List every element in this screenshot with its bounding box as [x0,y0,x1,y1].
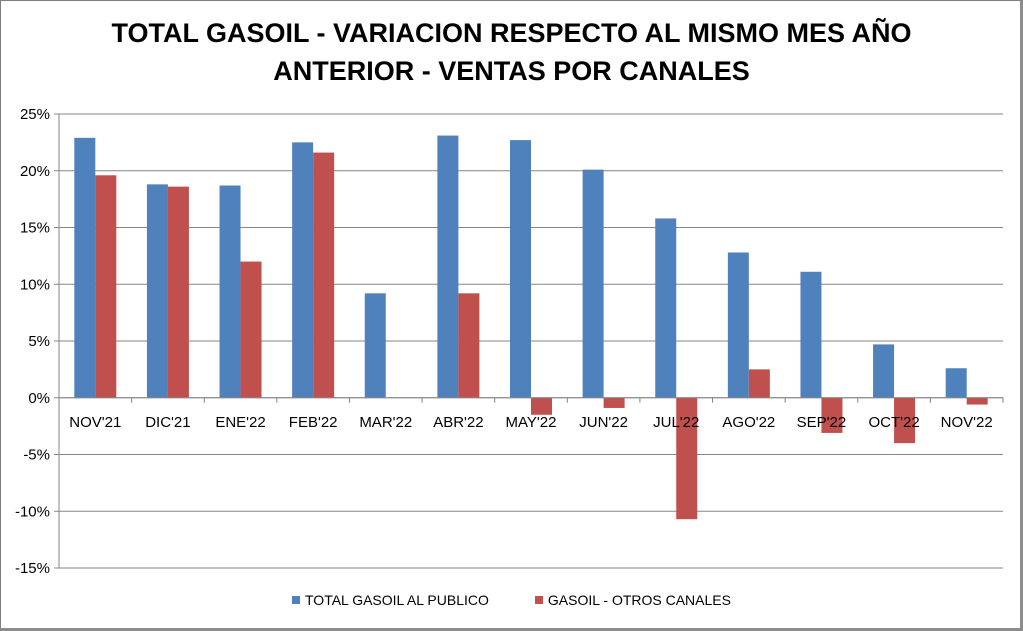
bar-total-publico [800,271,822,398]
bar-total-publico [219,185,241,398]
x-tick-label: DIC'21 [145,414,190,431]
x-tick-label: OCT'22 [868,414,919,431]
bar-total-publico [364,293,386,398]
bar-total-publico [292,142,314,398]
y-tick-label: 5% [28,333,50,350]
bar-total-publico [873,344,895,398]
bar-total-publico [510,140,531,398]
x-tick-label: MAR'22 [359,414,412,431]
legend-label: GASOIL - OTROS CANALES [547,592,731,608]
x-tick-label: MAY'22 [506,414,557,431]
bar-otros-canales [167,186,189,398]
y-tick-label: -15% [15,560,50,577]
x-tick-label: AGO'22 [722,414,775,431]
y-tick-label: -10% [15,503,50,520]
x-tick-label: SEP'22 [797,414,847,431]
bar-otros-canales [676,397,698,520]
bar-total-publico [945,368,967,398]
legend-label: TOTAL GASOIL AL PUBLICO [305,592,489,608]
legend-swatch-blue [292,596,300,604]
y-tick-label: 20% [20,163,50,180]
x-tick-label: ABR'22 [433,414,483,431]
y-tick-label: 15% [20,220,50,237]
bar-total-publico [655,218,677,398]
bar-otros-canales [894,397,916,444]
bar-otros-canales [240,261,262,398]
x-tick-label: JUN'22 [579,414,628,431]
bar-otros-canales [95,175,117,398]
x-tick-label: ENE'22 [215,414,265,431]
bar-total-publico [727,252,749,398]
x-tick-label: JUL'22 [653,414,699,431]
bar-total-publico [582,169,604,398]
bar-total-publico [437,135,459,398]
chart-title-line-1: TOTAL GASOIL - VARIACION RESPECTO AL MIS… [111,18,912,48]
x-tick-label: FEB'22 [289,414,338,431]
x-tick-label: NOV'21 [69,414,121,431]
y-tick-label: 0% [28,390,50,407]
bar-otros-canales [313,152,335,398]
bar-otros-canales [821,397,843,433]
bar-otros-canales [531,397,552,415]
bar-total-publico [74,137,96,398]
legend-swatch-red [534,596,543,604]
bar-total-publico [146,184,168,398]
legend-item-otros-canales: GASOIL - OTROS CANALES [534,592,731,608]
bar-otros-canales [458,293,480,398]
x-tick-label: NOV'22 [941,414,993,431]
chart-title: TOTAL GASOIL - VARIACION RESPECTO AL MIS… [0,14,1023,90]
bar-otros-canales [966,397,988,405]
y-tick-label: -5% [23,447,50,464]
bar-otros-canales [748,369,770,398]
y-tick-label: 25% [20,106,50,123]
bar-otros-canales [603,397,625,408]
legend-item-total-publico: TOTAL GASOIL AL PUBLICO [292,592,489,608]
y-tick-label: 10% [20,276,50,293]
chart-legend: TOTAL GASOIL AL PUBLICO GASOIL - OTROS C… [0,592,1023,608]
chart-title-line-2: ANTERIOR - VENTAS POR CANALES [273,56,750,86]
